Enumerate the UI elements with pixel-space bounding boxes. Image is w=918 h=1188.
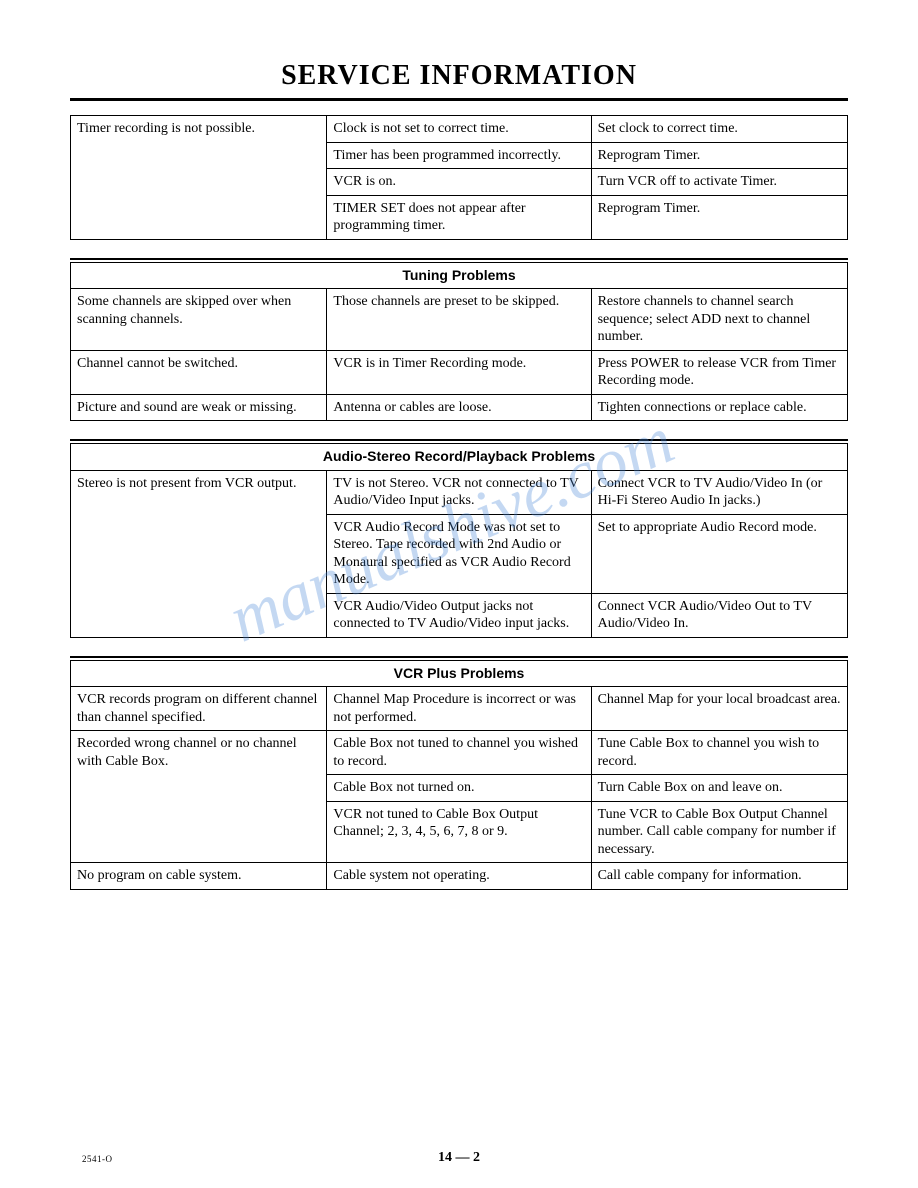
table-header-row: Audio-Stereo Record/Playback Problems (71, 444, 848, 471)
cell-fix: Tune VCR to Cable Box Output Channel num… (591, 801, 847, 863)
cell-cause: Antenna or cables are loose. (327, 394, 591, 421)
table-row: Timer recording is not possible. Clock i… (71, 116, 848, 143)
section-rule (70, 439, 848, 441)
table-vcrplus: VCR Plus Problems VCR records program on… (70, 660, 848, 890)
cell-fix: Tune Cable Box to channel you wish to re… (591, 731, 847, 775)
table-row: Picture and sound are weak or missing. A… (71, 394, 848, 421)
cell-problem: Recorded wrong channel or no channel wit… (71, 731, 327, 863)
table-row: Stereo is not present from VCR output. T… (71, 470, 848, 514)
table-audio: Audio-Stereo Record/Playback Problems St… (70, 443, 848, 638)
cell-problem: Some channels are skipped over when scan… (71, 289, 327, 351)
cell-cause: Cable Box not turned on. (327, 775, 591, 802)
cell-cause: Clock is not set to correct time. (327, 116, 591, 143)
table-row: Recorded wrong channel or no channel wit… (71, 731, 848, 775)
page-title: SERVICE INFORMATION (70, 60, 848, 92)
cell-fix: Channel Map for your local broadcast are… (591, 687, 847, 731)
table-row: No program on cable system. Cable system… (71, 863, 848, 890)
table-header-row: VCR Plus Problems (71, 660, 848, 687)
cell-cause: VCR Audio/Video Output jacks not connect… (327, 593, 591, 637)
cell-fix: Connect VCR to TV Audio/Video In (or Hi-… (591, 470, 847, 514)
cell-fix: Turn Cable Box on and leave on. (591, 775, 847, 802)
cell-problem: VCR records program on different channel… (71, 687, 327, 731)
cell-fix: Restore channels to channel search seque… (591, 289, 847, 351)
cell-cause: Channel Map Procedure is incorrect or wa… (327, 687, 591, 731)
page-number: 14 — 2 (0, 1150, 918, 1166)
cell-fix: Reprogram Timer. (591, 195, 847, 239)
cell-problem: Channel cannot be switched. (71, 350, 327, 394)
cell-cause: Cable Box not tuned to channel you wishe… (327, 731, 591, 775)
cell-cause: VCR not tuned to Cable Box Output Channe… (327, 801, 591, 863)
cell-cause: TV is not Stereo. VCR not connected to T… (327, 470, 591, 514)
table-row: Channel cannot be switched. VCR is in Ti… (71, 350, 848, 394)
cell-cause: Cable system not operating. (327, 863, 591, 890)
section-rule (70, 656, 848, 658)
page: SERVICE INFORMATION manualshive.com Time… (0, 0, 918, 948)
cell-fix: Turn VCR off to activate Timer. (591, 169, 847, 196)
cell-fix: Connect VCR Audio/Video Out to TV Audio/… (591, 593, 847, 637)
cell-cause: VCR is on. (327, 169, 591, 196)
cell-problem: Stereo is not present from VCR output. (71, 470, 327, 637)
cell-fix: Call cable company for information. (591, 863, 847, 890)
cell-problem: Timer recording is not possible. (71, 116, 327, 240)
table-header: Audio-Stereo Record/Playback Problems (71, 444, 848, 471)
cell-problem: No program on cable system. (71, 863, 327, 890)
title-rule (70, 98, 848, 101)
cell-fix: Set clock to correct time. (591, 116, 847, 143)
table-row: VCR records program on different channel… (71, 687, 848, 731)
cell-fix: Set to appropriate Audio Record mode. (591, 514, 847, 593)
cell-fix: Reprogram Timer. (591, 142, 847, 169)
table-header: VCR Plus Problems (71, 660, 848, 687)
cell-cause: VCR Audio Record Mode was not set to Ste… (327, 514, 591, 593)
table-header: Tuning Problems (71, 262, 848, 289)
cell-cause: Those channels are preset to be skipped. (327, 289, 591, 351)
table-header-row: Tuning Problems (71, 262, 848, 289)
table-row: Some channels are skipped over when scan… (71, 289, 848, 351)
table-tuning: Tuning Problems Some channels are skippe… (70, 262, 848, 422)
cell-fix: Tighten connections or replace cable. (591, 394, 847, 421)
cell-cause: VCR is in Timer Recording mode. (327, 350, 591, 394)
table-timer: Timer recording is not possible. Clock i… (70, 115, 848, 240)
cell-cause: Timer has been programmed incorrectly. (327, 142, 591, 169)
section-rule (70, 258, 848, 260)
cell-fix: Press POWER to release VCR from Timer Re… (591, 350, 847, 394)
cell-problem: Picture and sound are weak or missing. (71, 394, 327, 421)
cell-cause: TIMER SET does not appear after programm… (327, 195, 591, 239)
